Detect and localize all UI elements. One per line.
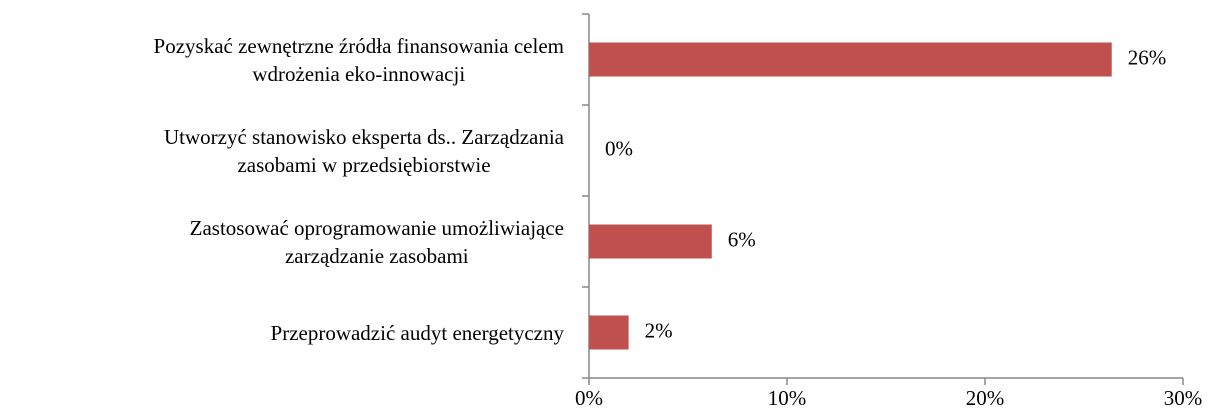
x-tick-label: 20% <box>966 386 1005 410</box>
bar <box>589 224 712 259</box>
y-tick-label: Zastosować oprogramowanie umożliwiające … <box>189 215 564 268</box>
data-label: 2% <box>645 318 673 342</box>
data-label: 6% <box>728 227 756 251</box>
data-label: 0% <box>605 136 633 160</box>
x-tick-label: 10% <box>768 386 807 410</box>
bar <box>589 315 629 350</box>
bar <box>589 42 1112 77</box>
y-tick-label: Przeprowadzić audyt energetyczny <box>270 320 564 345</box>
x-tick-label: 30% <box>1164 386 1203 410</box>
x-tick-label: 0% <box>575 386 603 410</box>
y-tick-label: Utworzyć stanowisko eksperta ds.. Zarząd… <box>163 124 564 177</box>
data-label: 26% <box>1128 45 1167 69</box>
y-tick-label: Pozyskać zewnętrzne źródła finansowania … <box>153 33 564 86</box>
